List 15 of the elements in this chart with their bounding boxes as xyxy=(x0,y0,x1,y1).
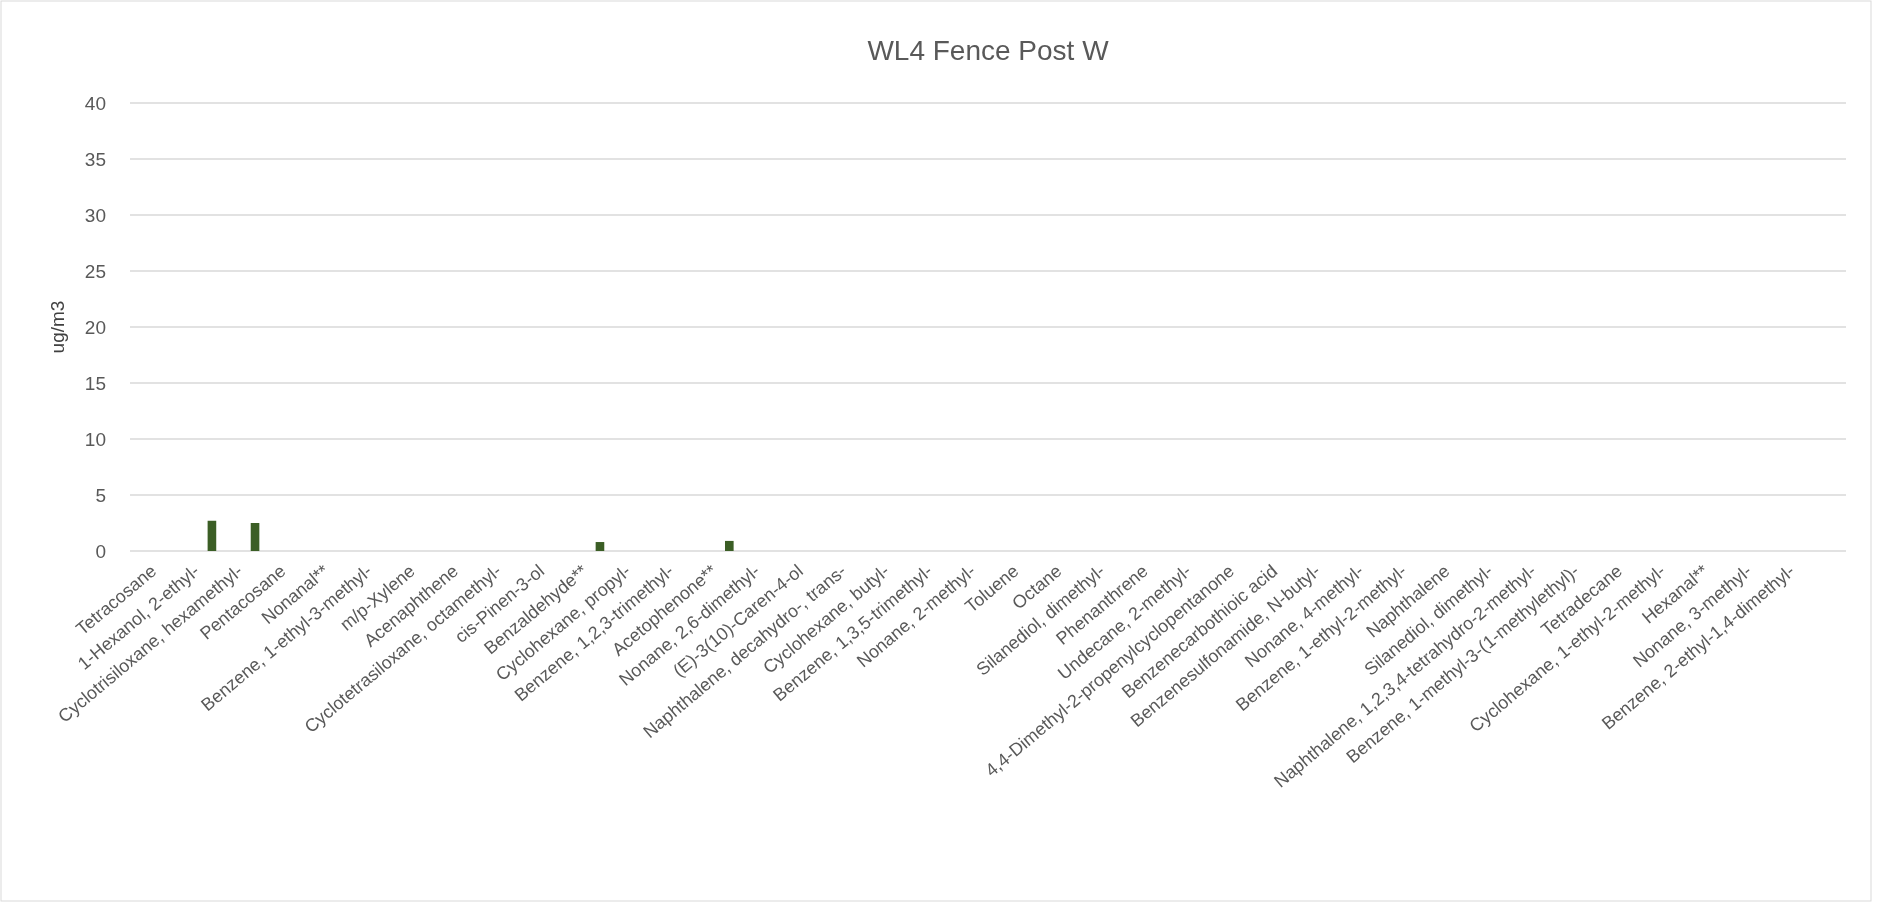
y-tick-label: 15 xyxy=(84,372,106,394)
chart-title: WL4 Fence Post W xyxy=(867,35,1110,66)
bar xyxy=(725,540,734,551)
y-tick-label: 10 xyxy=(84,428,106,450)
y-tick-label: 30 xyxy=(84,204,106,226)
bar xyxy=(207,520,217,551)
y-tick-label: 20 xyxy=(84,316,106,338)
bar xyxy=(595,542,605,551)
y-tick-label: 0 xyxy=(95,540,106,562)
bar xyxy=(250,523,260,551)
y-tick-label: 5 xyxy=(95,484,106,506)
y-axis-title: ug/m3 xyxy=(47,300,68,354)
y-tick-label: 35 xyxy=(84,148,106,170)
y-tick-label: 25 xyxy=(84,260,106,282)
y-tick-label: 40 xyxy=(84,92,106,114)
